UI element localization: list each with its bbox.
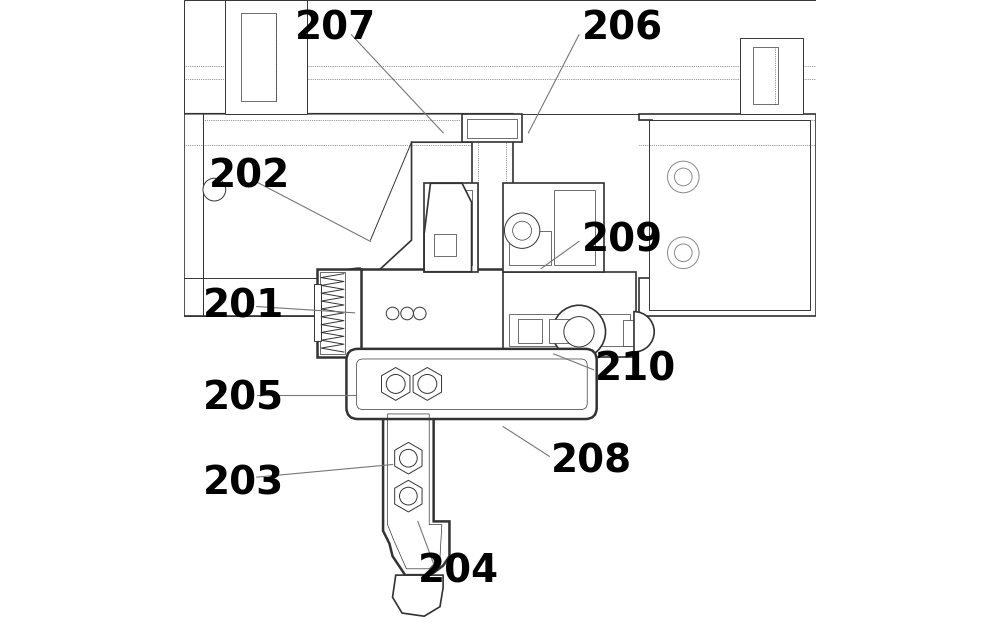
Text: 201: 201 xyxy=(203,288,284,325)
Text: 205: 205 xyxy=(203,379,284,417)
Polygon shape xyxy=(639,114,816,316)
Bar xyxy=(467,119,517,138)
Text: 207: 207 xyxy=(295,9,376,47)
Bar xyxy=(518,319,542,343)
Bar xyxy=(317,269,361,357)
Wedge shape xyxy=(315,269,360,357)
Bar xyxy=(314,284,321,341)
Circle shape xyxy=(674,244,692,262)
Bar xyxy=(623,320,637,346)
Bar xyxy=(241,13,276,101)
Circle shape xyxy=(400,487,417,505)
Text: 208: 208 xyxy=(551,442,632,480)
Circle shape xyxy=(552,305,606,358)
Bar xyxy=(434,234,456,256)
Text: 202: 202 xyxy=(209,158,291,196)
Circle shape xyxy=(564,317,594,347)
Bar xyxy=(503,183,604,272)
Bar xyxy=(355,278,633,322)
Bar xyxy=(358,269,592,357)
Bar xyxy=(225,0,307,114)
Text: 204: 204 xyxy=(418,553,499,591)
Wedge shape xyxy=(634,312,654,352)
Circle shape xyxy=(667,161,699,193)
Circle shape xyxy=(203,178,226,201)
Circle shape xyxy=(667,237,699,269)
Bar xyxy=(424,183,478,272)
Bar xyxy=(320,272,345,354)
Bar xyxy=(649,120,810,310)
Bar xyxy=(549,319,573,343)
FancyBboxPatch shape xyxy=(346,349,597,419)
Bar xyxy=(509,314,630,346)
Bar xyxy=(554,190,595,265)
Text: 209: 209 xyxy=(582,221,663,259)
Polygon shape xyxy=(383,408,449,575)
Text: 203: 203 xyxy=(203,465,284,502)
Circle shape xyxy=(401,307,413,320)
Bar xyxy=(509,231,551,265)
Polygon shape xyxy=(184,114,513,316)
Circle shape xyxy=(386,374,405,393)
Circle shape xyxy=(513,221,532,240)
Polygon shape xyxy=(393,575,443,616)
Text: 210: 210 xyxy=(595,351,676,389)
Bar xyxy=(184,0,816,114)
Circle shape xyxy=(413,307,426,320)
Bar xyxy=(753,47,778,104)
Bar xyxy=(503,272,636,357)
Polygon shape xyxy=(424,183,472,272)
Circle shape xyxy=(418,374,437,393)
Circle shape xyxy=(386,307,399,320)
Bar xyxy=(430,190,472,265)
Circle shape xyxy=(400,449,417,467)
Bar xyxy=(462,114,522,142)
Circle shape xyxy=(504,213,540,248)
Bar xyxy=(472,114,513,392)
Bar xyxy=(740,38,803,114)
Bar xyxy=(403,408,414,525)
Circle shape xyxy=(674,168,692,186)
Text: 206: 206 xyxy=(582,9,663,47)
